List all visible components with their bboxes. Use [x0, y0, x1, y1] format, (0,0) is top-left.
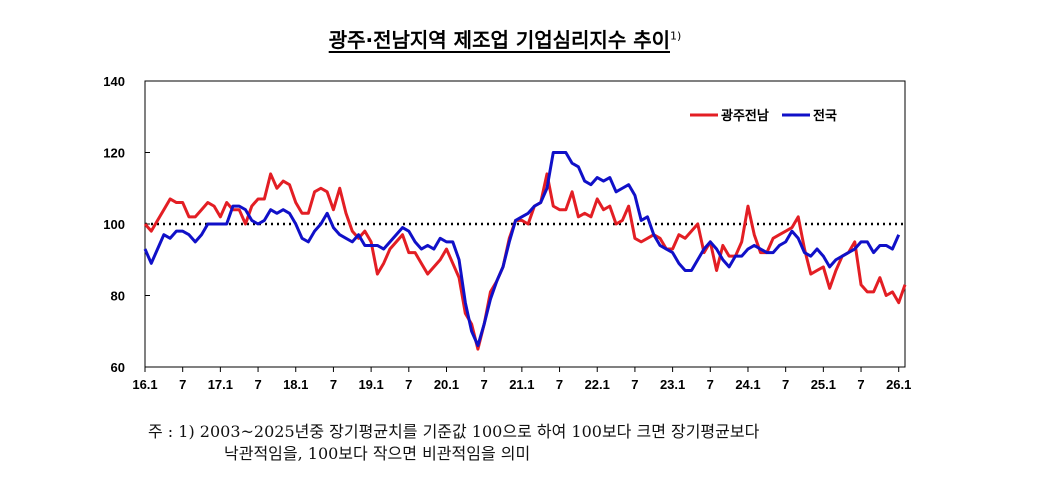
x-tick-label: 17.1: [208, 377, 233, 392]
x-tick-label: 22.1: [585, 377, 610, 392]
x-tick-label: 7: [857, 377, 864, 392]
x-tick-label: 7: [631, 377, 638, 392]
chart-title: 광주·전남지역 제조업 기업심리지수 추이1): [0, 24, 1010, 53]
x-tick-label: 7: [405, 377, 412, 392]
series-line-national: [143, 151, 901, 348]
x-tick-label: 26.1: [886, 377, 911, 392]
x-tick-label: 7: [254, 377, 261, 392]
x-tick-label: 7: [707, 377, 714, 392]
footnote-line-2: 낙관적임을, 100보다 작으면 비관적임을 의미: [224, 444, 531, 463]
title-footnote: 1): [670, 29, 682, 43]
x-tick-label: 19.1: [358, 377, 383, 392]
x-tick-label: 16.1: [132, 377, 157, 392]
y-tick-label: 140: [103, 74, 125, 89]
x-tick-label: 7: [556, 377, 563, 392]
x-tick-label: 21.1: [509, 377, 534, 392]
chart-title-text: 광주·전남지역 제조업 기업심리지수 추이: [328, 28, 670, 52]
y-tick-label: 60: [111, 360, 125, 375]
x-tick-label: 18.1: [283, 377, 308, 392]
y-tick-label: 80: [111, 289, 125, 304]
line-chart: 60 80 100 120 140 16.1 7 17.1 7 18.1 7 19.1 7 20.1 7 21…: [103, 74, 911, 392]
legend-label: 전국: [813, 108, 837, 124]
x-tick-label: 20.1: [434, 377, 459, 392]
y-tick-label: 120: [103, 146, 125, 161]
x-tick-label: 23.1: [660, 377, 685, 392]
x-tick-label: 7: [179, 377, 186, 392]
y-tick-label: 100: [103, 217, 125, 232]
series-line-gwangju-jeonnam: [143, 172, 907, 351]
x-tick-label: 25.1: [811, 377, 836, 392]
x-tick-label: 7: [782, 377, 789, 392]
x-tick-label: 24.1: [735, 377, 760, 392]
x-tick-label: 7: [330, 377, 337, 392]
footnote-line-1: 주 : 1) 2003~2025년중 장기평균치를 기준값 100으로 하여 1…: [148, 422, 760, 441]
legend-label: 광주전남: [721, 108, 769, 124]
x-tick-label: 7: [481, 377, 488, 392]
